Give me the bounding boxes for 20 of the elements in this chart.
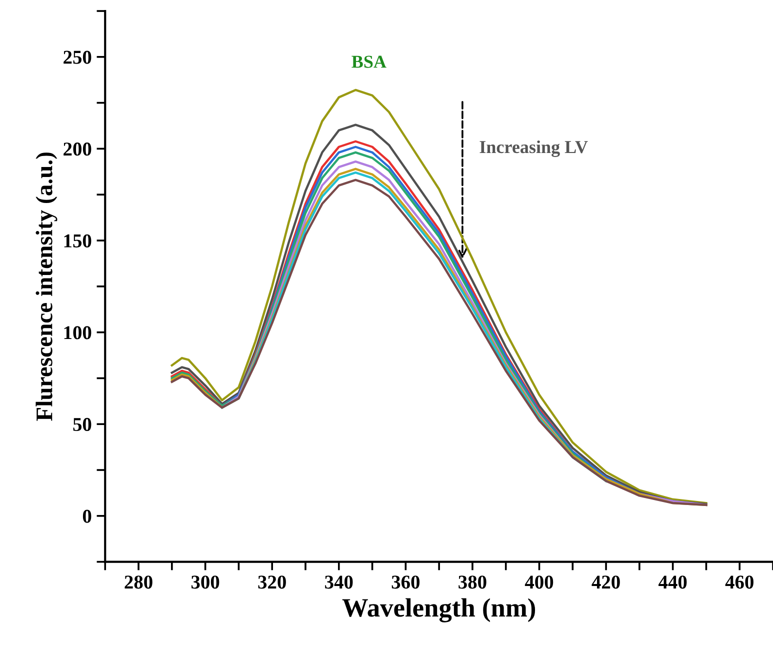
y-axis-title: Flurescence intensity (a.u.) <box>36 152 58 421</box>
x-tick-label: 300 <box>191 576 220 589</box>
x-tick-label: 360 <box>392 576 420 589</box>
x-tick-label: 460 <box>725 576 754 589</box>
x-tick-label: 280 <box>124 576 152 589</box>
x-tick-label: 340 <box>325 576 353 589</box>
y-tick-label: 250 <box>64 50 92 64</box>
x-tick-label: 320 <box>258 576 286 589</box>
x-tick-label: 440 <box>658 576 687 589</box>
y-tick-label: 50 <box>73 418 92 432</box>
y-tick-label: 0 <box>82 510 92 523</box>
x-tick-label: 400 <box>524 576 554 589</box>
x-tick-label: 420 <box>592 576 620 589</box>
y-tick-label: 100 <box>64 326 92 340</box>
x-tick-label: 380 <box>458 576 486 589</box>
y-tick-label: 200 <box>64 142 92 156</box>
annotation: BSA <box>352 56 386 68</box>
x-axis-title: Wavelength (nm) <box>342 598 536 622</box>
annotation: Increasing LV <box>480 140 588 157</box>
y-tick-label: 150 <box>64 234 92 248</box>
